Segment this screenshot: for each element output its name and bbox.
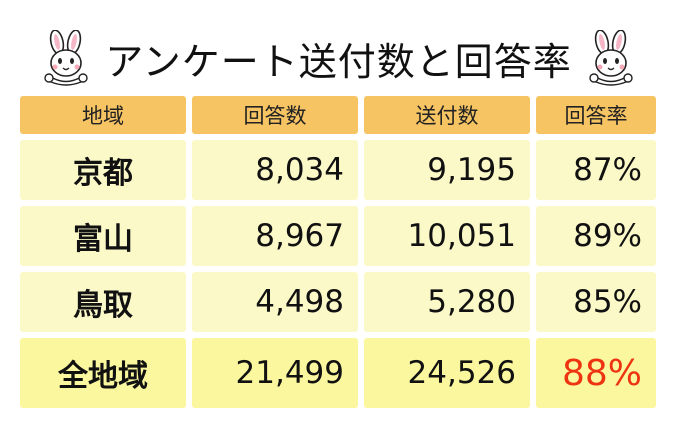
rate-cell: 87% (536, 140, 656, 200)
sent-cell: 10,051 (364, 206, 530, 266)
sent-cell: 9,195 (364, 140, 530, 200)
total-row: 全地域 21,499 24,526 88% (20, 338, 656, 408)
header-responses: 回答数 (192, 96, 358, 134)
region-cell: 鳥取 (20, 272, 186, 332)
responses-cell: 8,967 (192, 206, 358, 266)
table-row: 京都 8,034 9,195 87% (20, 140, 656, 200)
sent-cell: 5,280 (364, 272, 530, 332)
rate-cell: 85% (536, 272, 656, 332)
header-rate: 回答率 (536, 96, 656, 134)
total-region-cell: 全地域 (20, 338, 186, 408)
responses-cell: 4,498 (192, 272, 358, 332)
survey-table: 地域 回答数 送付数 回答率 京都 8,034 9,195 87% 富山 8,9… (14, 90, 662, 414)
table-row: 鳥取 4,498 5,280 85% (20, 272, 656, 332)
rate-cell: 89% (536, 206, 656, 266)
header-sent: 送付数 (364, 96, 530, 134)
table-row: 富山 8,967 10,051 89% (20, 206, 656, 266)
rabbit-mascot-icon (589, 30, 633, 86)
rabbit-mascot-icon (44, 30, 88, 86)
total-sent-cell: 24,526 (364, 338, 530, 408)
header-region: 地域 (20, 96, 186, 134)
responses-cell: 8,034 (192, 140, 358, 200)
header-row: 地域 回答数 送付数 回答率 (20, 96, 656, 134)
total-rate-cell: 88% (536, 338, 656, 408)
total-responses-cell: 21,499 (192, 338, 358, 408)
region-cell: 富山 (20, 206, 186, 266)
page-title: アンケート送付数と回答率 (105, 39, 572, 84)
title-row: アンケート送付数と回答率 (0, 28, 677, 88)
region-cell: 京都 (20, 140, 186, 200)
